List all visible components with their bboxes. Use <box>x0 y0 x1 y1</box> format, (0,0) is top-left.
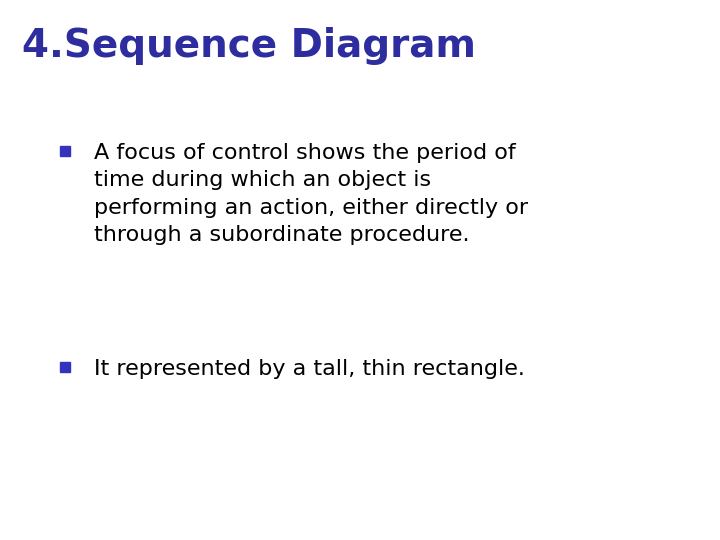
Text: It represented by a tall, thin rectangle.: It represented by a tall, thin rectangle… <box>94 359 524 379</box>
Text: A focus of control shows the period of
time during which an object is
performing: A focus of control shows the period of t… <box>94 143 528 245</box>
Text: 4.Sequence Diagram: 4.Sequence Diagram <box>22 27 476 65</box>
